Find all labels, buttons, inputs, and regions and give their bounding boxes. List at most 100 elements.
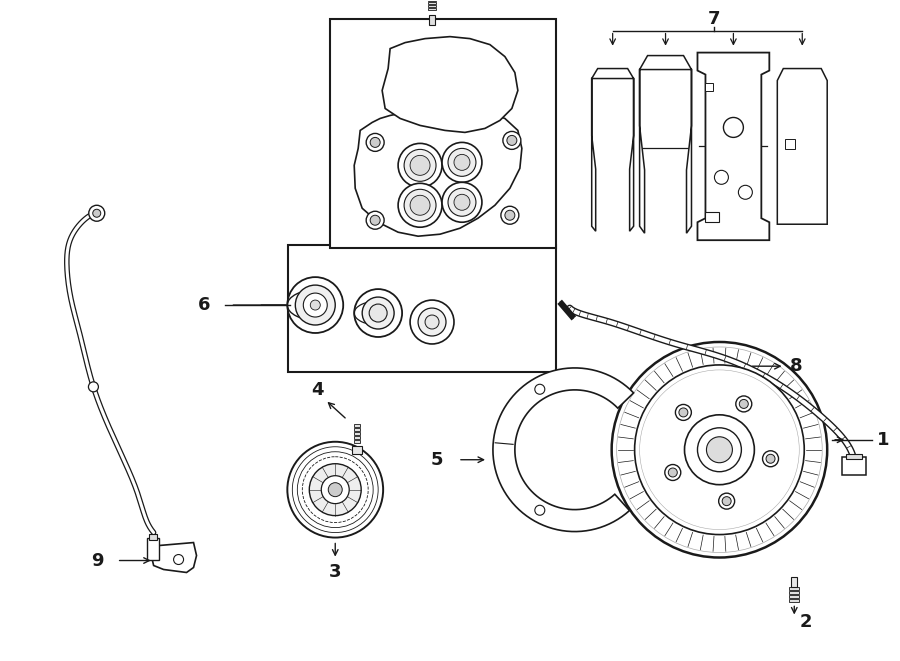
Bar: [846, 453, 862, 459]
Circle shape: [370, 137, 380, 147]
Circle shape: [302, 457, 368, 523]
Circle shape: [174, 555, 184, 564]
Text: 3: 3: [329, 563, 341, 582]
Bar: [428, 5, 436, 7]
Bar: [288, 245, 556, 372]
Circle shape: [303, 293, 328, 317]
Circle shape: [535, 505, 544, 515]
Bar: [791, 578, 797, 588]
Bar: [789, 600, 799, 602]
Circle shape: [398, 183, 442, 227]
Bar: [428, 2, 436, 4]
Circle shape: [442, 182, 482, 222]
Bar: [355, 432, 360, 435]
Circle shape: [454, 194, 470, 210]
Circle shape: [448, 188, 476, 216]
Circle shape: [398, 143, 442, 187]
Circle shape: [287, 442, 383, 537]
Circle shape: [685, 415, 754, 485]
Circle shape: [287, 277, 343, 333]
Polygon shape: [778, 69, 827, 224]
Text: 5: 5: [430, 451, 443, 469]
Circle shape: [616, 347, 823, 553]
Circle shape: [366, 134, 384, 151]
Circle shape: [669, 468, 678, 477]
Circle shape: [366, 212, 384, 229]
Polygon shape: [640, 56, 691, 233]
Polygon shape: [591, 69, 634, 231]
Circle shape: [297, 451, 374, 527]
Polygon shape: [150, 543, 196, 572]
Bar: [428, 0, 436, 1]
Circle shape: [724, 118, 743, 137]
Circle shape: [715, 171, 728, 184]
Circle shape: [328, 483, 342, 496]
Text: 2: 2: [799, 613, 812, 631]
Polygon shape: [698, 53, 770, 240]
Circle shape: [295, 285, 335, 325]
Circle shape: [442, 142, 482, 182]
Circle shape: [736, 396, 752, 412]
Bar: [429, 15, 435, 24]
Circle shape: [679, 408, 688, 417]
Text: 1: 1: [878, 431, 889, 449]
Bar: [789, 596, 799, 598]
Circle shape: [404, 189, 436, 221]
Circle shape: [640, 370, 799, 529]
Bar: [428, 8, 436, 10]
Bar: [706, 212, 719, 222]
Circle shape: [762, 451, 778, 467]
Polygon shape: [355, 108, 522, 236]
Circle shape: [507, 136, 517, 145]
Circle shape: [425, 315, 439, 329]
Circle shape: [454, 155, 470, 171]
Circle shape: [719, 493, 734, 509]
Polygon shape: [493, 368, 634, 531]
Circle shape: [370, 215, 380, 225]
Circle shape: [410, 155, 430, 175]
Circle shape: [89, 206, 104, 221]
Circle shape: [321, 476, 349, 504]
Circle shape: [501, 206, 519, 224]
Circle shape: [369, 304, 387, 322]
Circle shape: [410, 195, 430, 215]
Circle shape: [722, 496, 731, 506]
Circle shape: [355, 289, 402, 337]
Bar: [355, 424, 360, 427]
Bar: [355, 436, 360, 439]
Bar: [786, 139, 796, 149]
Bar: [706, 83, 714, 91]
Circle shape: [634, 365, 805, 535]
Circle shape: [675, 405, 691, 420]
Circle shape: [739, 399, 748, 408]
Bar: [789, 592, 799, 594]
Bar: [789, 588, 799, 590]
Circle shape: [448, 148, 476, 176]
Circle shape: [665, 465, 680, 481]
Circle shape: [505, 210, 515, 220]
Circle shape: [503, 132, 521, 149]
Circle shape: [93, 210, 101, 217]
Text: 7: 7: [708, 10, 721, 28]
Circle shape: [698, 428, 742, 472]
Circle shape: [310, 464, 361, 516]
Circle shape: [88, 382, 98, 392]
Circle shape: [612, 342, 827, 557]
Circle shape: [766, 454, 775, 463]
Circle shape: [310, 300, 320, 310]
Circle shape: [418, 308, 446, 336]
Circle shape: [706, 437, 733, 463]
Text: 6: 6: [198, 296, 211, 314]
Bar: [147, 537, 158, 559]
Polygon shape: [382, 36, 518, 132]
Bar: [355, 440, 360, 443]
Text: 9: 9: [91, 551, 104, 570]
Bar: [842, 457, 866, 475]
Text: 8: 8: [789, 357, 802, 375]
Circle shape: [292, 447, 378, 533]
Bar: [352, 446, 362, 453]
Circle shape: [535, 384, 544, 394]
Circle shape: [738, 185, 752, 199]
Circle shape: [362, 297, 394, 329]
Circle shape: [410, 300, 454, 344]
